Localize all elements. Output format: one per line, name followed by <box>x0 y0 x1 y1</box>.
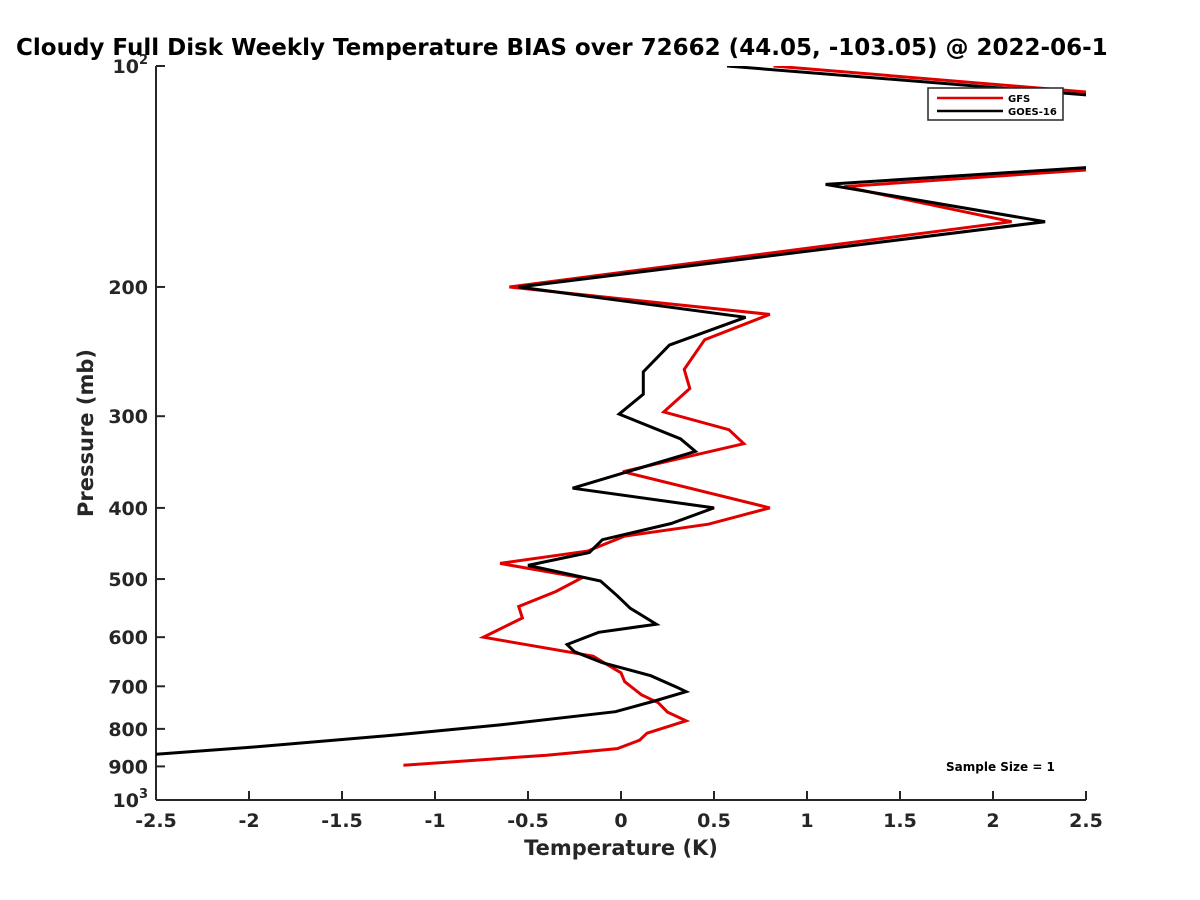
x-tick-label: 0.5 <box>697 810 731 832</box>
y-tick-label: 600 <box>108 627 148 649</box>
x-tick-label: 1.5 <box>883 810 917 832</box>
y-tick-label: 800 <box>108 719 148 741</box>
x-tick-label: 0 <box>614 810 627 832</box>
x-tick-label: 2 <box>986 810 999 832</box>
legend-box <box>927 87 1064 121</box>
sample-size-annotation: Sample Size = 1 <box>946 760 1055 774</box>
y-tick-label: 102 <box>113 53 149 78</box>
x-tick-label: -1 <box>424 810 445 832</box>
y-tick-label: 103 <box>113 787 149 812</box>
y-tick-label: 500 <box>108 569 148 591</box>
y-tick-label: 400 <box>108 498 148 520</box>
x-tick-label: 2.5 <box>1069 810 1103 832</box>
series-line-goes-16 <box>156 66 1086 756</box>
legend-label: GFS <box>1008 94 1030 105</box>
legend-label: GOES-16 <box>1008 107 1057 118</box>
legend: GFS GOES-16 <box>927 87 1064 121</box>
x-tick-label: 1 <box>800 810 813 832</box>
x-tick-label: -2.5 <box>135 810 177 832</box>
y-tick-label: 900 <box>108 756 148 778</box>
y-tick-label: 200 <box>108 277 148 299</box>
axes: -2.5 -2 -1.5 -1 -0.5 0 0.5 1 1.5 2 2.5 102 200 300 400… <box>108 53 1103 832</box>
x-tick-label: -0.5 <box>507 810 549 832</box>
y-tick-label: 300 <box>108 406 148 428</box>
y-axis-title: Pressure (mb) <box>74 349 98 517</box>
y-tick-label: 700 <box>108 676 148 698</box>
x-axis-title: Temperature (K) <box>524 836 718 860</box>
x-tick-label: -1.5 <box>321 810 363 832</box>
series-line-gfs <box>403 66 1086 767</box>
chart-title: Cloudy Full Disk Weekly Temperature BIAS… <box>16 35 1108 61</box>
series-layer <box>156 66 1086 767</box>
x-tick-label: -2 <box>238 810 259 832</box>
